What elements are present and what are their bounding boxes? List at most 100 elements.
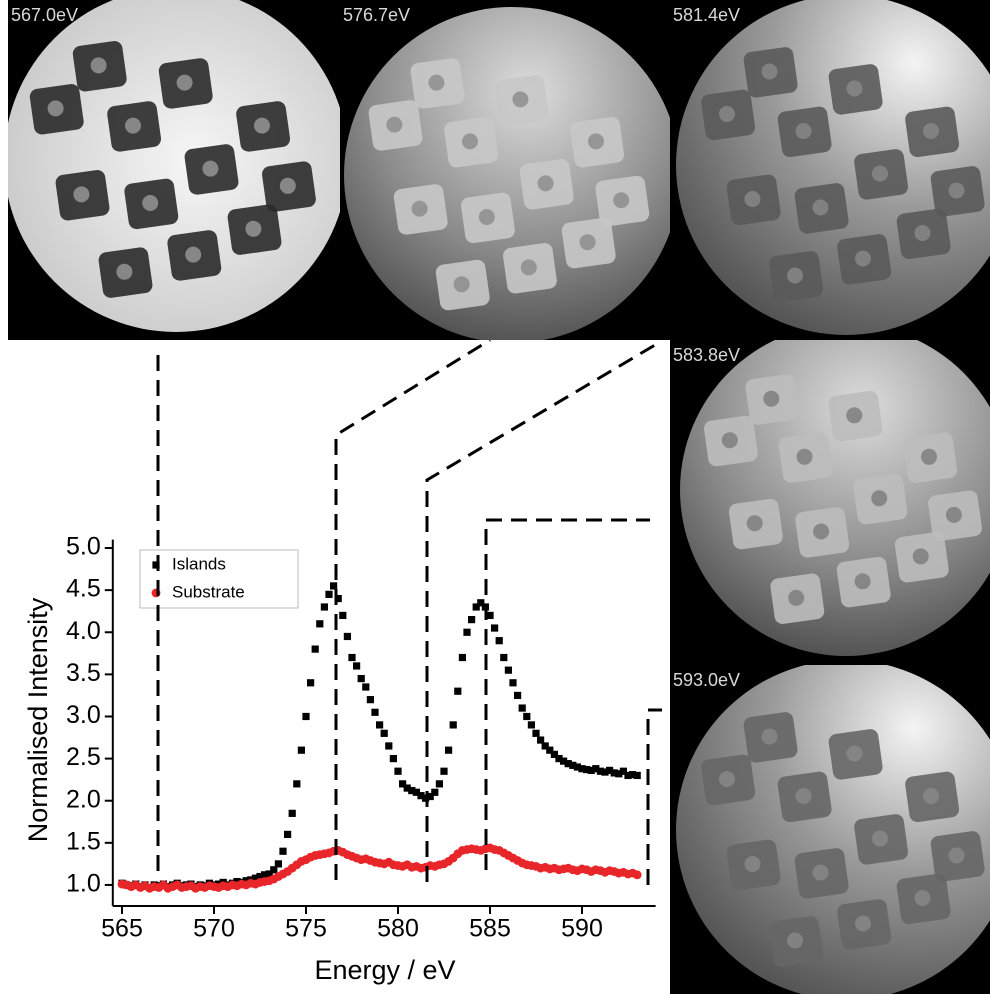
island-core — [813, 524, 829, 540]
island-core — [386, 117, 402, 133]
island-core — [846, 407, 862, 423]
island-core — [762, 729, 778, 745]
micrograph — [344, 7, 680, 343]
point — [459, 654, 466, 661]
island-core — [763, 391, 779, 407]
x-axis-title: Energy / eV — [314, 955, 455, 985]
point — [339, 612, 346, 619]
point — [316, 620, 323, 627]
point — [344, 633, 351, 640]
island-core — [245, 221, 261, 237]
y-axis-title: Normalised Intensity — [23, 597, 53, 842]
island-core — [116, 264, 132, 280]
image-panel: 593.0eV — [670, 660, 990, 994]
point — [376, 721, 383, 728]
island-core — [722, 432, 738, 448]
point — [633, 870, 642, 879]
point — [532, 730, 539, 737]
point — [289, 810, 296, 817]
point — [445, 747, 452, 754]
island-core — [949, 183, 965, 199]
y-tick-label: 2.0 — [66, 785, 101, 813]
image-panel: 576.7eV — [340, 0, 680, 343]
island-core — [855, 573, 871, 589]
y-tick-label: 3.5 — [66, 659, 101, 687]
point — [307, 679, 314, 686]
island-core — [588, 133, 604, 149]
x-tick-label: 575 — [285, 915, 327, 943]
point — [353, 662, 360, 669]
point — [496, 637, 503, 644]
island-core — [73, 186, 89, 202]
island-core — [479, 209, 495, 225]
island-core — [847, 81, 863, 97]
legend-label: Islands — [172, 554, 226, 573]
image-label: 593.0eV — [673, 670, 740, 690]
point — [436, 780, 443, 787]
point — [302, 713, 309, 720]
island-core — [177, 75, 193, 91]
island-core — [454, 276, 470, 292]
island-core — [913, 548, 929, 564]
island-core — [745, 856, 761, 872]
y-tick-label: 4.5 — [66, 575, 101, 603]
island-core — [915, 225, 931, 241]
island-core — [745, 191, 761, 207]
point — [509, 679, 516, 686]
x-tick-label: 565 — [101, 915, 143, 943]
point — [634, 772, 641, 779]
island-core — [202, 161, 218, 177]
island-core — [580, 234, 596, 250]
island-core — [797, 449, 813, 465]
point — [491, 624, 498, 631]
connector-lines — [158, 340, 662, 885]
y-tick-label: 1.5 — [66, 827, 101, 855]
image-label: 583.8eV — [673, 345, 740, 365]
x-tick-label: 590 — [561, 915, 603, 943]
island-core — [185, 247, 201, 263]
island-core — [923, 788, 939, 804]
island-core — [538, 175, 554, 191]
island-core — [462, 133, 478, 149]
island-core — [142, 195, 158, 211]
micrograph — [4, 0, 348, 332]
island-core — [847, 746, 863, 762]
point — [454, 688, 461, 695]
point — [440, 768, 447, 775]
island-core — [254, 118, 270, 134]
island-core — [787, 933, 803, 949]
island-core — [872, 166, 888, 182]
point — [394, 768, 401, 775]
image-panels: 567.0eV576.7eV581.4eV583.8eV593.0eV — [4, 0, 990, 994]
x-tick-label: 585 — [469, 915, 511, 943]
point — [362, 683, 369, 690]
island-core — [915, 890, 931, 906]
island-core — [813, 200, 829, 216]
point — [528, 721, 535, 728]
island-core — [48, 100, 64, 116]
x-tick-label: 580 — [377, 915, 419, 943]
point — [298, 747, 305, 754]
point — [519, 704, 526, 711]
point — [358, 675, 365, 682]
island-core — [949, 848, 965, 864]
island-core — [946, 507, 962, 523]
legend-label: Substrate — [172, 582, 245, 601]
y-tick-label: 3.0 — [66, 701, 101, 729]
island-core — [428, 75, 444, 91]
point — [523, 713, 530, 720]
point — [500, 654, 507, 661]
island-core — [91, 57, 107, 73]
island-core — [872, 831, 888, 847]
figure: 1.01.52.02.53.03.54.04.55.05655705755805… — [0, 0, 990, 994]
image-panel: 581.4eV — [670, 0, 990, 340]
y-tick-label: 2.5 — [66, 743, 101, 771]
island-core — [813, 865, 829, 881]
point — [312, 645, 319, 652]
point — [325, 591, 332, 598]
image-label: 576.7eV — [343, 5, 410, 25]
point — [381, 730, 388, 737]
island-core — [613, 192, 629, 208]
island-core — [855, 251, 871, 267]
